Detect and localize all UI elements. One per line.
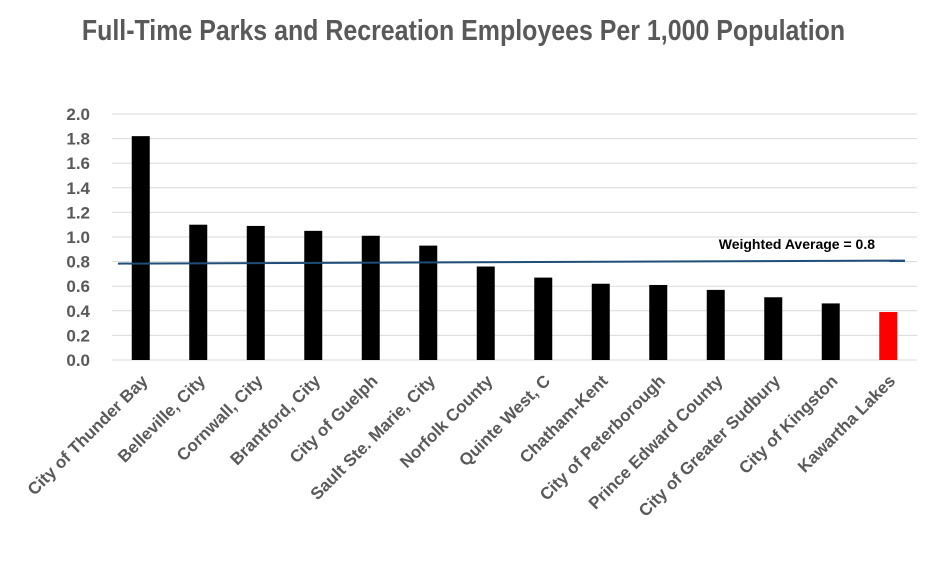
- bar: [246, 225, 265, 360]
- bar: [649, 284, 668, 360]
- bar: [476, 266, 495, 360]
- average-label: Weighted Average = 0.8: [719, 236, 875, 252]
- bar: [419, 245, 438, 360]
- y-tick-label: 0.0: [66, 351, 90, 370]
- y-tick-label: 0.4: [66, 302, 90, 321]
- y-tick-label: 0.6: [66, 277, 90, 296]
- bar: [189, 224, 208, 360]
- bar: [304, 230, 323, 360]
- y-tick-label: 1.8: [66, 130, 90, 149]
- y-tick-label: 1.0: [66, 228, 90, 247]
- y-tick-label: 0.8: [66, 253, 90, 272]
- y-tick-label: 1.2: [66, 203, 90, 222]
- bar: [534, 277, 553, 360]
- bar: [591, 283, 610, 360]
- x-tick-label: City of Kingston: [735, 371, 841, 477]
- bar: [764, 297, 783, 360]
- y-tick-label: 2.0: [66, 105, 90, 124]
- bar: [879, 312, 898, 360]
- chart-title: Full-Time Parks and Recreation Employees…: [81, 15, 846, 47]
- average-line: [117, 259, 906, 265]
- y-tick-label: 1.6: [66, 154, 90, 173]
- x-tick-label: Kawartha Lakes: [794, 371, 899, 476]
- bar: [361, 235, 380, 360]
- bar: [706, 289, 725, 360]
- y-tick-label: 0.2: [66, 326, 90, 345]
- bar: [131, 136, 150, 360]
- bar: [821, 303, 840, 360]
- y-tick-label: 1.4: [66, 179, 90, 198]
